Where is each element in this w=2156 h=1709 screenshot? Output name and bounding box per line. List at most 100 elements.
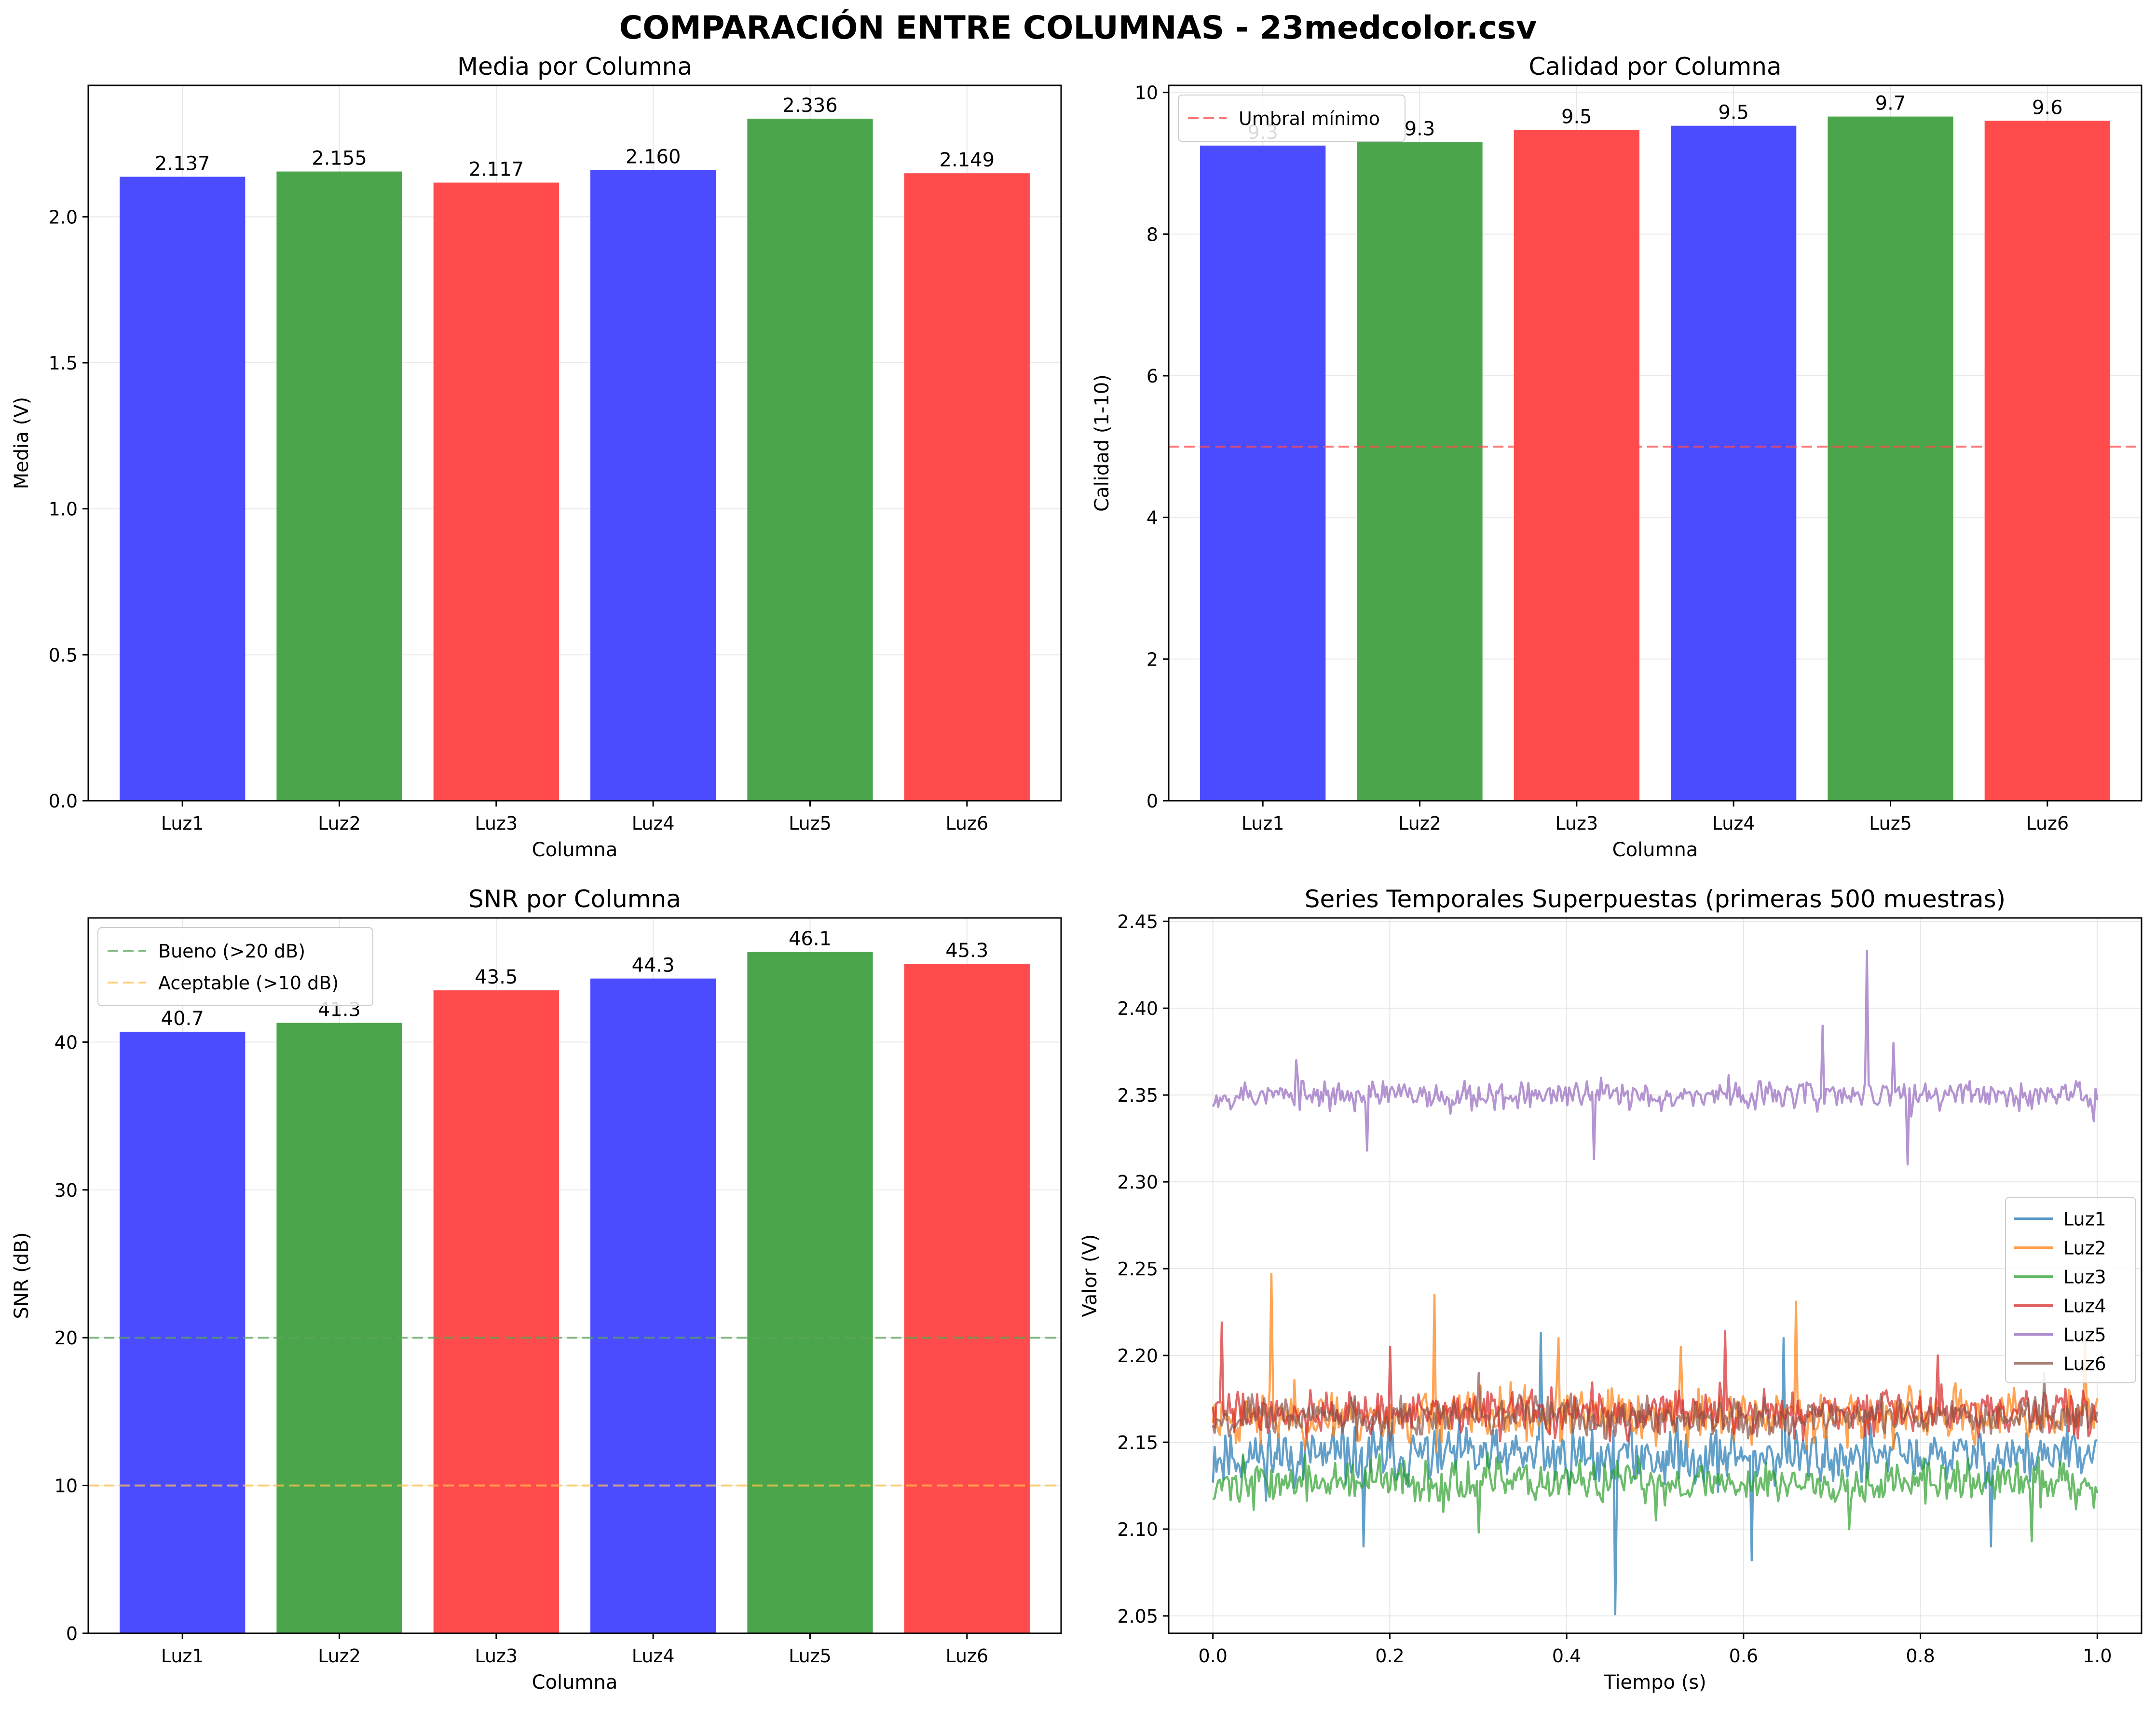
axes-title: SNR por Columna (468, 885, 681, 913)
y-tick-label: 2.35 (1117, 1085, 1158, 1106)
x-tick-label: Luz1 (161, 1645, 204, 1667)
bar-luz3 (433, 182, 559, 801)
bar-value-label: 2.149 (940, 149, 995, 171)
legend-label: Luz3 (2063, 1267, 2106, 1288)
x-tick-label: Luz5 (789, 1645, 832, 1667)
bar-value-label: 40.7 (161, 1008, 204, 1030)
bar-value-label: 45.3 (945, 940, 988, 962)
series-line-luz5 (1212, 950, 2099, 1166)
axes-media-por-columna: 2.137 2.155 2.117 2.160 2.336 2.149 0.0 0.5 1.0 1… (11, 53, 1062, 861)
legend: Luz1 Luz2 Luz3 Luz4 Luz5 Luz6 (2005, 1197, 2136, 1383)
bar-value-label: 2.137 (155, 152, 210, 175)
bar-luz4 (590, 170, 716, 801)
y-tick-label: 2.25 (1117, 1258, 1158, 1280)
series-line-luz6 (1212, 1371, 2099, 1442)
y-tick-label: 2.0 (49, 206, 78, 228)
y-tick-label: 10 (1135, 82, 1158, 104)
bar-luz2 (1357, 142, 1483, 801)
x-tick-label: 0.4 (1552, 1645, 1581, 1667)
bar-value-label: 9.7 (1875, 93, 1906, 115)
bar-luz3 (1514, 130, 1639, 801)
bar-luz3 (433, 990, 559, 1633)
x-tick-label: Luz3 (1555, 813, 1598, 834)
y-tick-label: 2.30 (1117, 1172, 1158, 1193)
x-tick-label: Luz4 (632, 1645, 675, 1667)
x-tick-label: Luz3 (475, 813, 518, 834)
figure-title: COMPARACIÓN ENTRE COLUMNAS - 23medcolor.… (619, 9, 1537, 46)
x-axis-label: Tiempo (s) (1603, 1671, 1706, 1694)
x-tick-label: Luz6 (2026, 813, 2069, 834)
axes-title: Calidad por Columna (1528, 53, 1781, 81)
x-tick-label: Luz4 (1712, 813, 1755, 834)
bar-value-label: 44.3 (632, 955, 675, 977)
y-tick-label: 1.0 (49, 499, 78, 520)
x-tick-label: Luz2 (1398, 813, 1441, 834)
x-axis-label: Columna (1612, 839, 1698, 861)
legend: Umbral mínimo (1178, 95, 1405, 142)
y-tick-label: 4 (1146, 507, 1158, 529)
y-tick-label: 30 (55, 1180, 78, 1201)
x-tick-label: 0.0 (1198, 1645, 1227, 1667)
bar-value-label: 9.5 (1561, 106, 1592, 128)
x-axis-label: Columna (532, 839, 618, 861)
y-tick-label: 0 (66, 1623, 78, 1644)
y-tick-label: 10 (55, 1476, 78, 1497)
axes-frame (1168, 917, 2142, 1634)
y-tick-label: 20 (55, 1327, 78, 1349)
x-tick-label: Luz1 (161, 813, 204, 834)
x-tick-label: Luz5 (789, 813, 832, 834)
series-line-luz1 (1212, 1332, 2098, 1615)
bar-luz6 (904, 173, 1030, 801)
y-tick-label: 0.5 (49, 644, 78, 666)
x-tick-label: Luz5 (1869, 813, 1912, 834)
legend-box (1178, 95, 1405, 142)
bar-value-label: 2.336 (782, 95, 838, 117)
bar-luz6 (1984, 121, 2110, 801)
bar-value-label: 46.1 (789, 928, 832, 950)
bar-luz2 (276, 1023, 402, 1633)
y-axis-label: SNR (dB) (11, 1232, 33, 1319)
bar-value-label: 2.155 (312, 148, 367, 170)
bar-value-label: 2.117 (469, 159, 524, 181)
bar-value-label: 9.3 (1405, 118, 1435, 140)
y-tick-label: 0.0 (49, 791, 78, 812)
x-axis-label: Columna (532, 1671, 618, 1694)
bar-value-label: 43.5 (475, 966, 518, 988)
legend-label: Umbral mínimo (1239, 108, 1380, 129)
bar-luz5 (1828, 116, 1953, 801)
legend-label: Luz6 (2063, 1354, 2106, 1375)
legend-label: Bueno (>20 dB) (158, 941, 305, 962)
y-tick-label: 2.15 (1117, 1432, 1158, 1453)
y-tick-label: 1.5 (49, 353, 78, 374)
y-tick-label: 2.40 (1117, 998, 1158, 1019)
y-tick-label: 2.20 (1117, 1345, 1158, 1367)
bar-value-label: 9.5 (1718, 102, 1749, 124)
legend: Bueno (>20 dB) Aceptable (>10 dB) (97, 927, 373, 1006)
bar-luz4 (590, 978, 716, 1633)
x-tick-label: Luz4 (632, 813, 675, 834)
y-tick-label: 2 (1146, 649, 1158, 670)
bar-luz5 (747, 952, 873, 1633)
legend-box (97, 927, 373, 1006)
legend-label: Luz4 (2063, 1296, 2106, 1317)
axes-frame (87, 917, 1062, 1634)
x-tick-label: 0.2 (1375, 1645, 1404, 1667)
axes-frame (1168, 84, 2142, 802)
bar-luz1 (120, 177, 246, 801)
bar-luz1 (1200, 145, 1326, 801)
legend-label: Luz1 (2063, 1209, 2106, 1230)
x-tick-label: 1.0 (2083, 1645, 2112, 1667)
x-tick-label: Luz6 (945, 813, 988, 834)
x-tick-label: Luz1 (1242, 813, 1284, 834)
legend-label: Aceptable (>10 dB) (158, 972, 339, 994)
legend-box (2005, 1197, 2136, 1383)
y-axis-label: Media (V) (11, 397, 33, 489)
y-tick-label: 2.05 (1117, 1606, 1158, 1627)
y-axis-label: Calidad (1-10) (1091, 374, 1113, 512)
x-tick-label: Luz3 (475, 1645, 518, 1667)
x-tick-label: 0.8 (1906, 1645, 1935, 1667)
bar-luz5 (747, 119, 873, 801)
x-tick-label: Luz2 (318, 813, 361, 834)
y-tick-label: 2.10 (1117, 1519, 1158, 1540)
